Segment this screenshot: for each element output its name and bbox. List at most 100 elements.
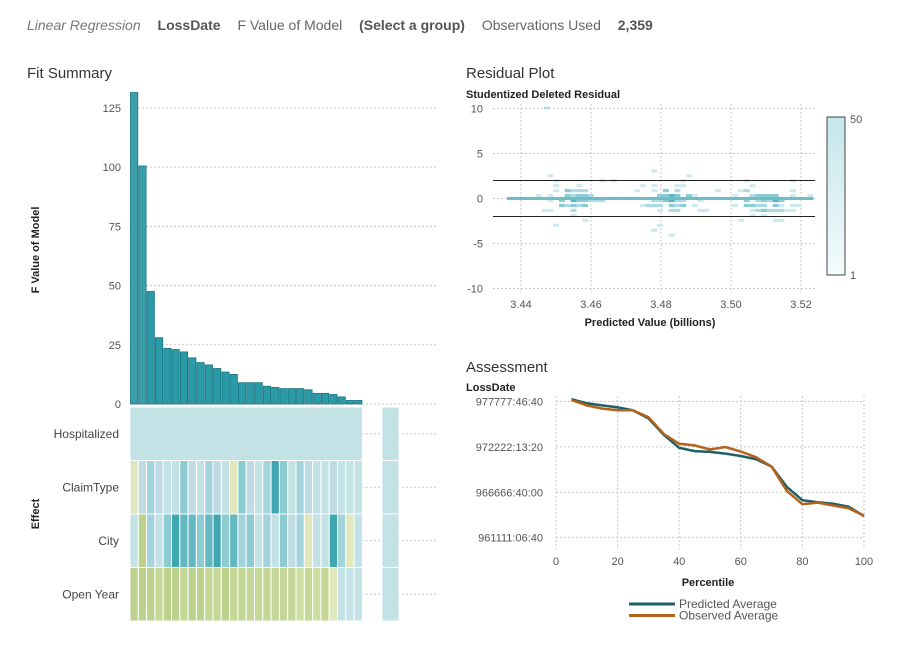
effect-heat-cell[interactable]	[262, 567, 272, 622]
effect-heat-cell[interactable]	[337, 460, 347, 515]
effect-heat-cell[interactable]	[381, 406, 400, 461]
effect-heat-cell[interactable]	[154, 567, 164, 622]
effect-heat-cell[interactable]	[353, 513, 363, 568]
effect-heat-cell[interactable]	[295, 513, 305, 568]
fit-bar[interactable]	[246, 382, 255, 405]
effect-heat-cell[interactable]	[328, 567, 339, 622]
effect-heat-cell[interactable]	[287, 460, 297, 515]
fit-bar[interactable]	[138, 165, 147, 405]
effect-heat-cell[interactable]	[129, 460, 139, 515]
effect-heat-cell[interactable]	[270, 567, 280, 622]
fit-bar[interactable]	[146, 291, 155, 405]
fit-bar[interactable]	[329, 394, 338, 405]
group-selector[interactable]: (Select a group)	[359, 17, 465, 33]
effect-heat-cell[interactable]	[179, 513, 189, 568]
effect-heat-cell[interactable]	[278, 513, 289, 568]
effect-heat-cell[interactable]	[162, 460, 172, 515]
effect-heat-cell[interactable]	[229, 567, 239, 622]
effect-heat-cell[interactable]	[187, 567, 197, 622]
effect-heat-cell[interactable]	[154, 460, 164, 515]
effect-heat-cell[interactable]	[146, 513, 156, 568]
effect-heat-cell[interactable]	[237, 513, 247, 568]
effect-heat-cell[interactable]	[187, 513, 197, 568]
fit-bar[interactable]	[188, 357, 197, 405]
effect-heat-cell[interactable]	[137, 567, 148, 622]
fit-bar[interactable]	[320, 392, 330, 405]
effect-heat-cell[interactable]	[204, 513, 214, 568]
effect-heat-cell[interactable]	[204, 460, 214, 515]
fit-bar[interactable]	[130, 92, 139, 405]
effect-heat-cell[interactable]	[229, 513, 239, 568]
effect-heat-cell[interactable]	[137, 513, 148, 568]
effect-heat-cell[interactable]	[129, 567, 139, 622]
response-variable[interactable]: LossDate	[157, 17, 221, 33]
fit-bar[interactable]	[171, 349, 180, 405]
effect-heat-cell[interactable]	[262, 460, 272, 515]
effect-heat-cell[interactable]	[381, 513, 400, 568]
effect-heat-cell[interactable]	[381, 460, 400, 515]
effect-heat-cell[interactable]	[381, 567, 400, 622]
fit-bar[interactable]	[337, 396, 346, 405]
effect-heat-cell[interactable]	[337, 567, 347, 622]
effect-heat-cell[interactable]	[171, 513, 181, 568]
effect-heat-cell[interactable]	[320, 513, 330, 568]
effect-heat-cell[interactable]	[254, 513, 264, 568]
effect-heat-cell[interactable]	[245, 460, 255, 515]
effect-heat-cell[interactable]	[195, 567, 206, 622]
effect-heat-cell[interactable]	[262, 513, 272, 568]
effect-heat-cell[interactable]	[162, 567, 172, 622]
fit-bar[interactable]	[204, 364, 213, 405]
effect-heat-cell[interactable]	[179, 460, 189, 515]
effect-heat-cell[interactable]	[278, 567, 289, 622]
effect-heat-cell[interactable]	[195, 460, 206, 515]
fit-bar[interactable]	[296, 388, 305, 405]
effect-heat-cell[interactable]	[129, 406, 363, 461]
effect-heat-cell[interactable]	[212, 567, 222, 622]
fit-bar[interactable]	[345, 400, 354, 405]
fit-bar[interactable]	[221, 371, 230, 405]
effect-heat-cell[interactable]	[254, 460, 264, 515]
fit-bar[interactable]	[287, 388, 296, 405]
effect-heat-cell[interactable]	[187, 460, 197, 515]
effect-heat-cell[interactable]	[312, 567, 322, 622]
effect-heat-cell[interactable]	[137, 460, 148, 515]
effect-heat-cell[interactable]	[328, 513, 339, 568]
fit-bar[interactable]	[237, 382, 247, 405]
effect-heat-cell[interactable]	[220, 460, 231, 515]
fit-bar[interactable]	[304, 389, 313, 405]
effect-heat-cell[interactable]	[295, 567, 305, 622]
effect-heat-cell[interactable]	[328, 460, 339, 515]
effect-heat-cell[interactable]	[303, 460, 314, 515]
effect-heat-cell[interactable]	[345, 460, 355, 515]
fit-bar[interactable]	[154, 337, 164, 405]
effect-heat-cell[interactable]	[154, 513, 164, 568]
effect-heat-cell[interactable]	[312, 460, 322, 515]
effect-heat-cell[interactable]	[353, 460, 363, 515]
effect-heat-cell[interactable]	[220, 513, 231, 568]
fit-bar[interactable]	[254, 382, 263, 405]
effect-heat-cell[interactable]	[295, 460, 305, 515]
effect-heat-cell[interactable]	[204, 567, 214, 622]
fit-bar[interactable]	[196, 362, 205, 405]
effect-heat-cell[interactable]	[287, 567, 297, 622]
fit-bar[interactable]	[213, 368, 222, 405]
fit-bar[interactable]	[312, 392, 321, 405]
effect-heat-cell[interactable]	[353, 567, 363, 622]
statistic-name[interactable]: F Value of Model	[237, 17, 343, 33]
effect-heat-cell[interactable]	[146, 460, 156, 515]
effect-heat-cell[interactable]	[245, 567, 255, 622]
effect-heat-cell[interactable]	[171, 460, 181, 515]
effect-heat-cell[interactable]	[171, 567, 181, 622]
effect-heat-cell[interactable]	[212, 513, 222, 568]
fit-bar[interactable]	[271, 387, 280, 405]
fit-bar[interactable]	[262, 385, 271, 405]
effect-heat-cell[interactable]	[320, 567, 330, 622]
effect-heat-cell[interactable]	[229, 460, 239, 515]
effect-heat-cell[interactable]	[270, 460, 280, 515]
effect-heat-cell[interactable]	[245, 513, 255, 568]
effect-heat-cell[interactable]	[312, 513, 322, 568]
effect-heat-cell[interactable]	[237, 460, 247, 515]
effect-heat-cell[interactable]	[254, 567, 264, 622]
effect-heat-cell[interactable]	[129, 513, 139, 568]
